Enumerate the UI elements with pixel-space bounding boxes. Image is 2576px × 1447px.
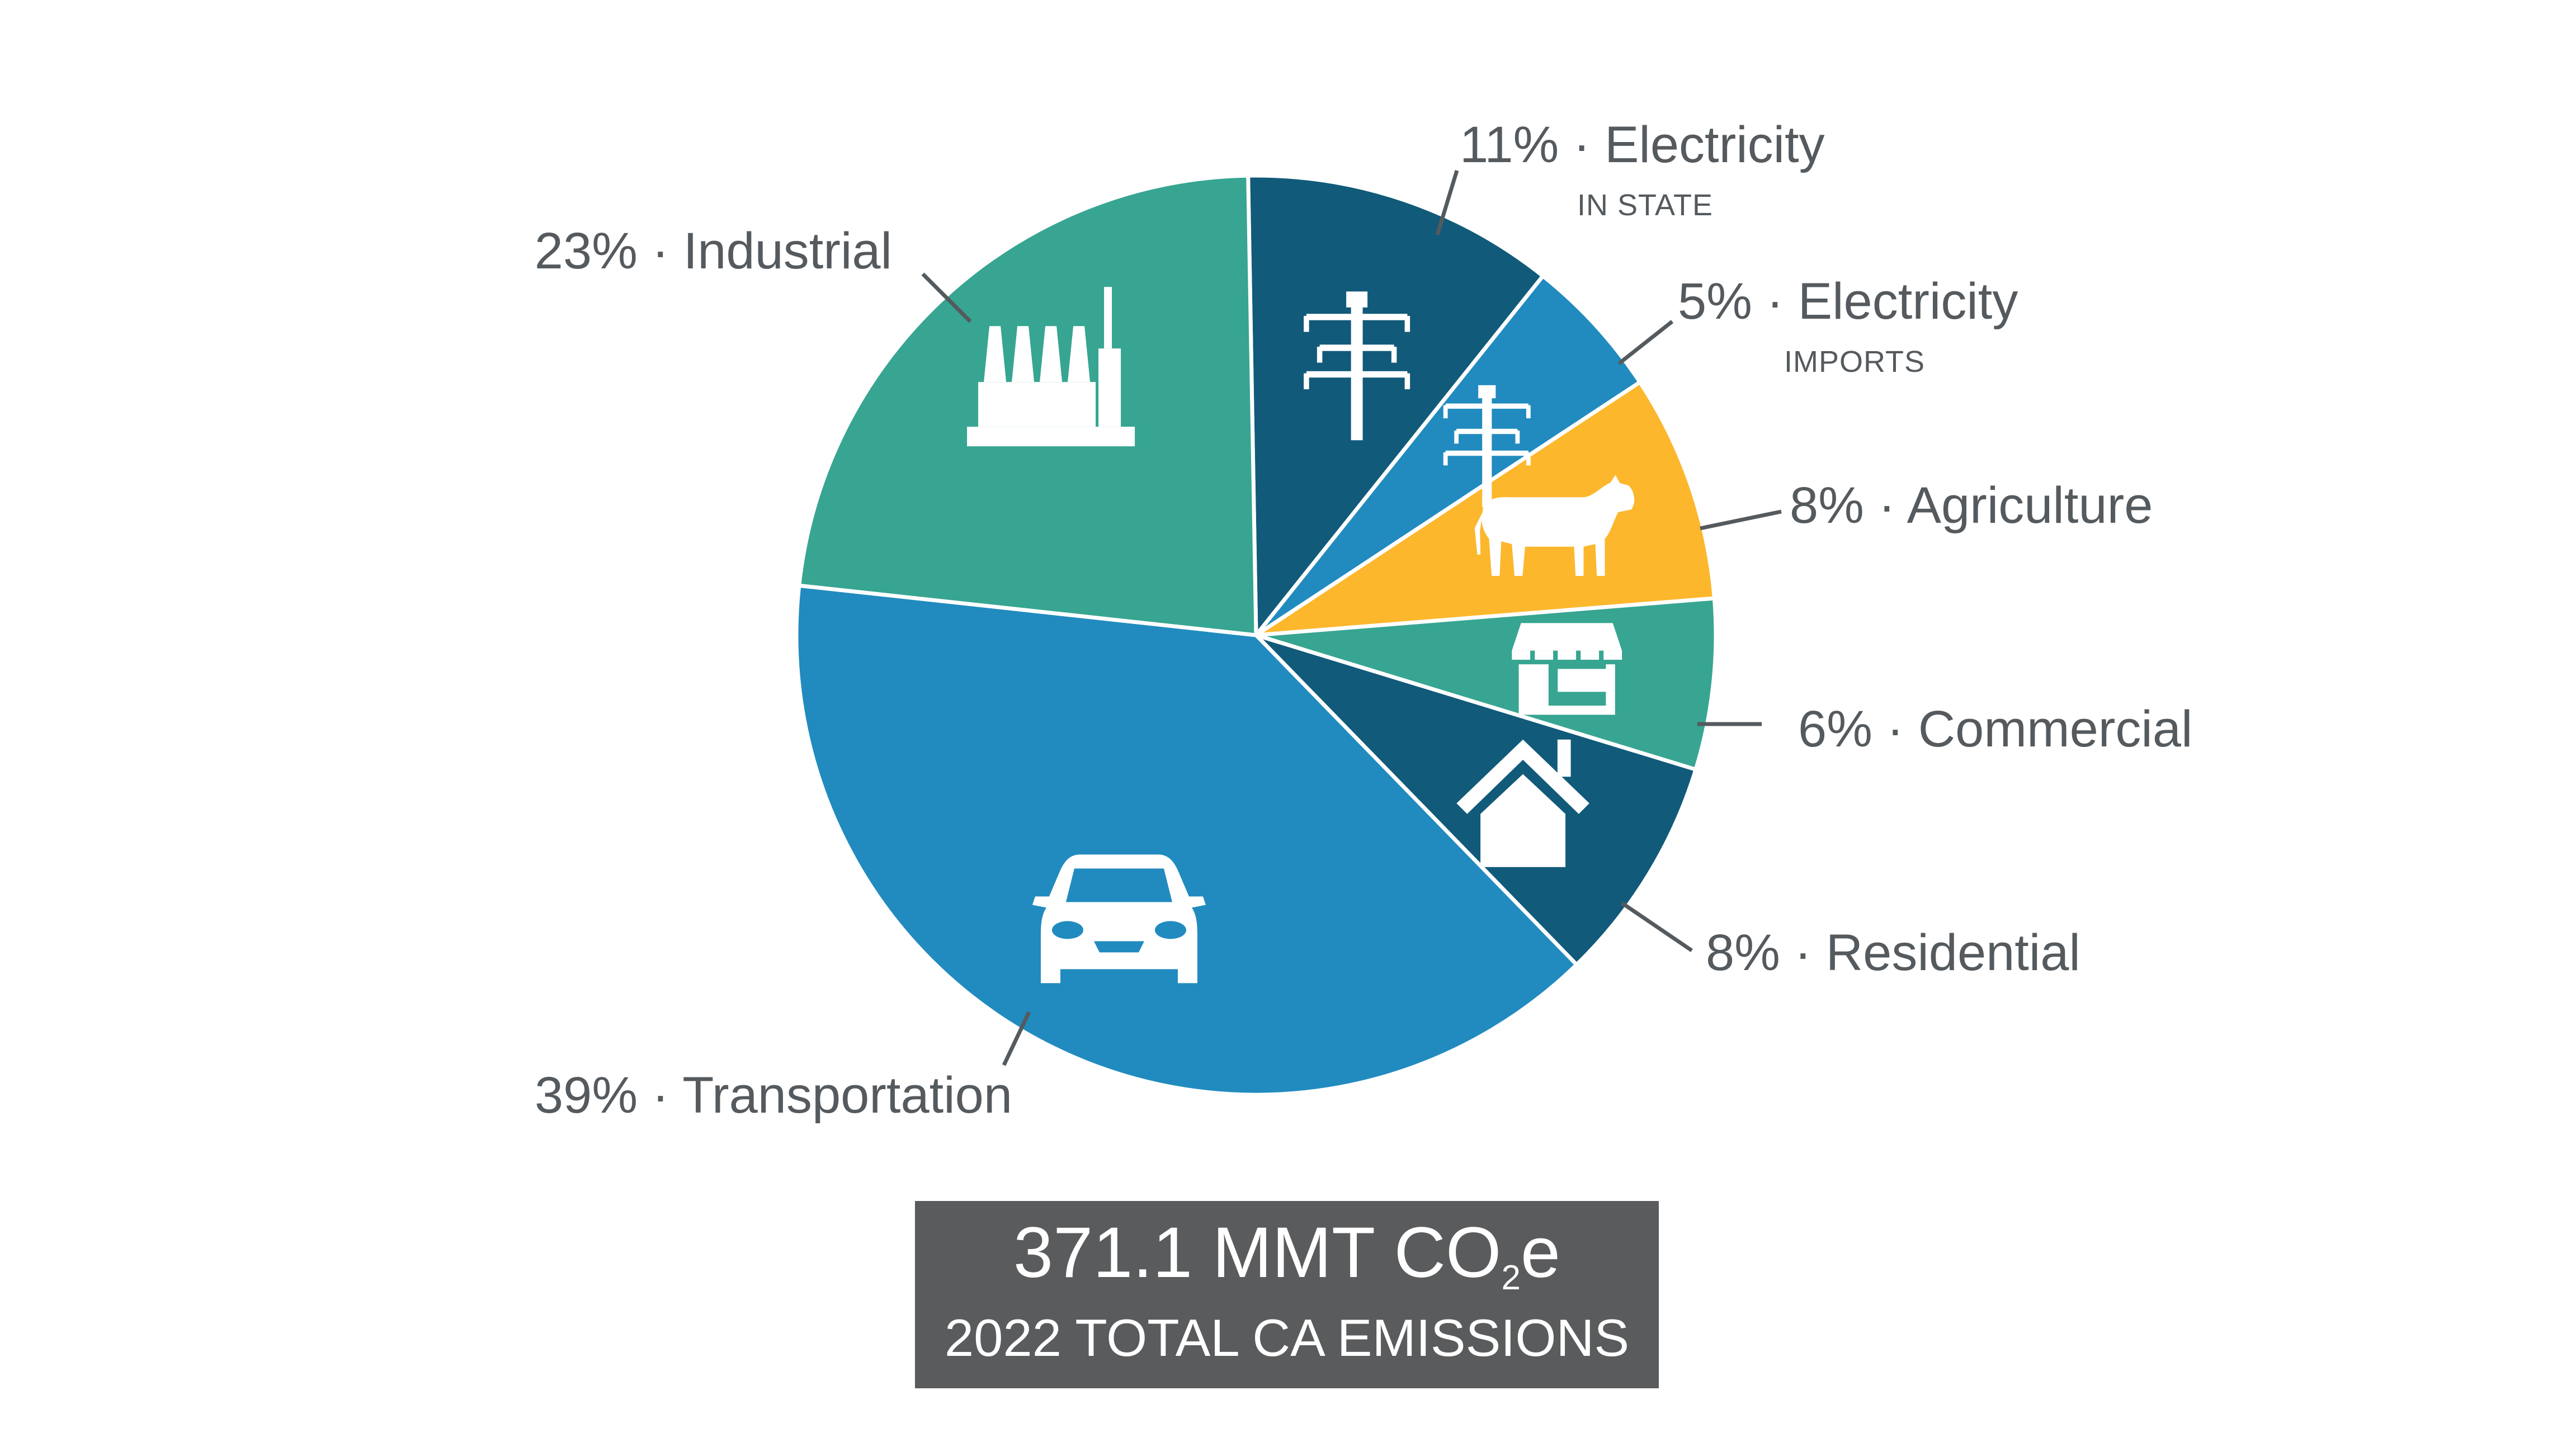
total-value-text: 371.1 MMT CO (1013, 1213, 1502, 1293)
leader-line (1002, 1011, 1031, 1066)
slice-sublabel: IN STATE (1577, 188, 1713, 222)
slice-label: 8% · Agriculture (1790, 477, 2153, 534)
leader-lines (921, 169, 1782, 1066)
total-value-subscript: 2 (1501, 1259, 1521, 1297)
leader-line (1617, 320, 1674, 365)
total-emissions-caption: 2022 TOTAL CA EMISSIONS (944, 1308, 1630, 1367)
slice-label: 8% · Residential (1706, 924, 2080, 981)
pie-slice-electricity-in-state (1246, 173, 1546, 641)
slice-label: 23% · Industrial (535, 223, 892, 280)
slice-label: 6% · Commercial (1798, 701, 2192, 758)
slice-label: 11% · Electricity (1460, 116, 1825, 173)
leader-line (1435, 169, 1459, 236)
slice-label: 39% · Transportation (535, 1067, 1012, 1124)
pie-slice-transportation (794, 583, 1580, 1097)
total-value-suffix: e (1520, 1213, 1561, 1293)
leader-line (921, 272, 972, 323)
total-emissions-value: 371.1 MMT CO2e (915, 1211, 1659, 1320)
leader-line (1700, 509, 1782, 531)
slice-labels: 11% · Electricity IN STATE 5% · Electricit… (535, 116, 2193, 1124)
slice-sublabel: IMPORTS (1784, 345, 1925, 379)
slice-label: 5% · Electricity (1678, 273, 2018, 330)
leader-line (1621, 901, 1693, 952)
total-emissions-box: 371.1 MMT CO2e 2022 TOTAL CA EMISSIONS (915, 1201, 1659, 1388)
